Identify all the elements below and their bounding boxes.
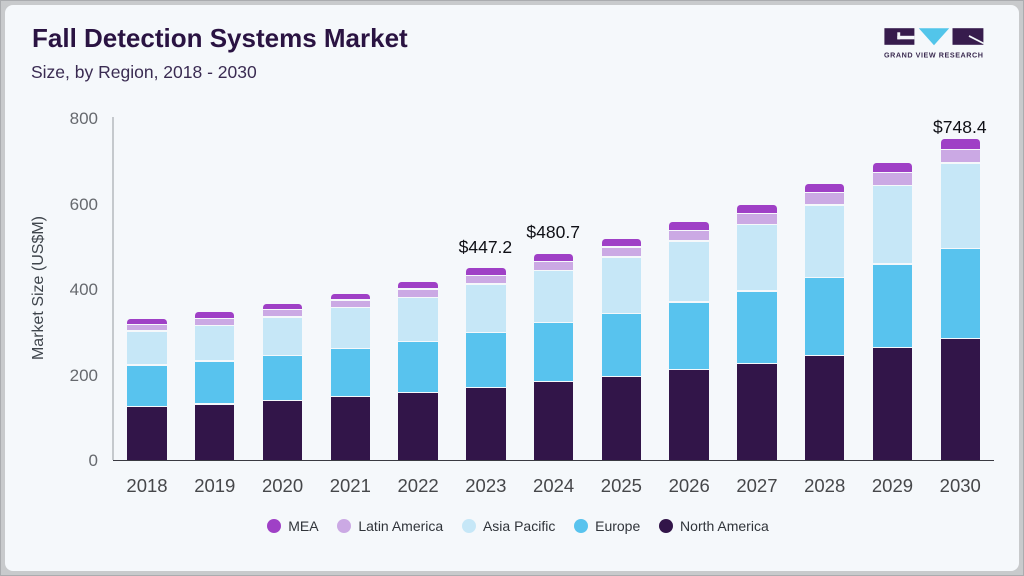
svg-text:GRAND VIEW RESEARCH: GRAND VIEW RESEARCH bbox=[884, 50, 984, 59]
